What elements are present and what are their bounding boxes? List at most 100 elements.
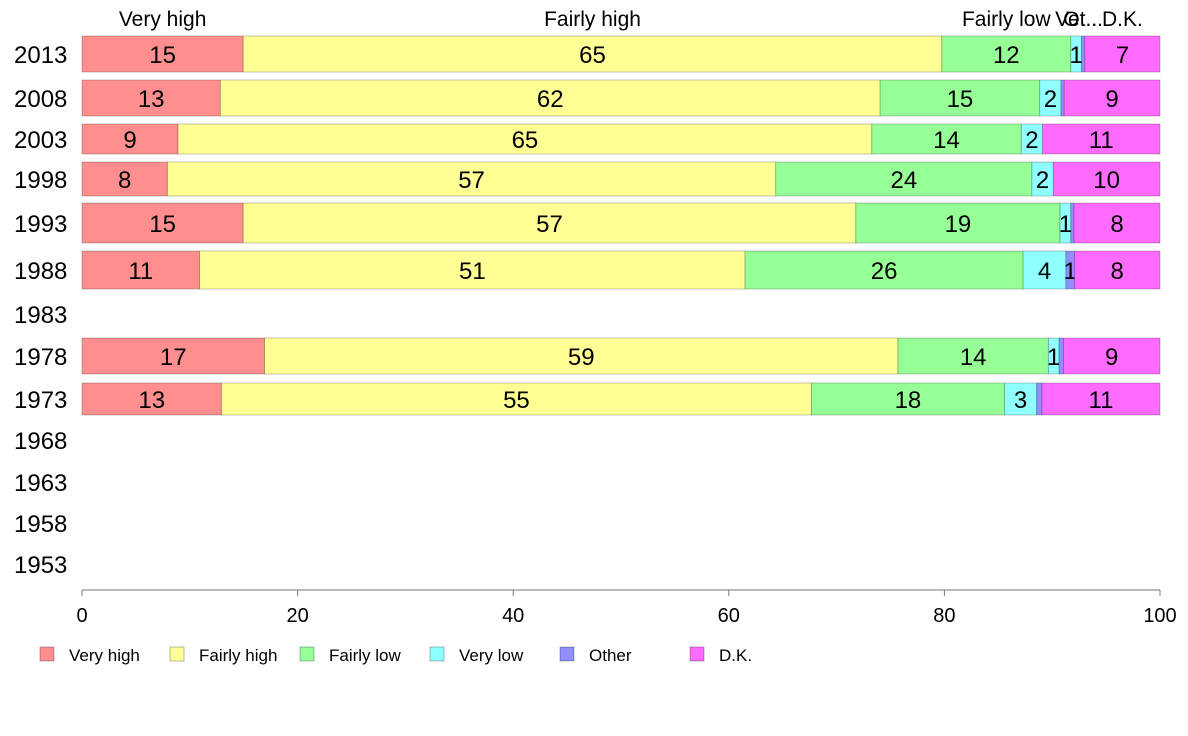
data-label-2008-very-low: 2	[1044, 86, 1057, 113]
data-label-2008-fairly-low: 15	[947, 86, 974, 113]
data-label-1998-fairly-high: 57	[458, 167, 485, 194]
data-label-2013-fairly-low: 12	[993, 42, 1020, 69]
legend-swatch-very-high	[39, 646, 55, 662]
bar-segment-2003-d-k-	[1042, 123, 1161, 155]
data-label-1988-d-k-: 8	[1111, 258, 1124, 285]
bar-segment-1998-very-high	[81, 161, 168, 197]
data-label-2013-fairly-high: 65	[579, 42, 606, 69]
bar-segment-1998-d-k-	[1052, 161, 1161, 197]
bar-segment-1993-fairly-low	[855, 202, 1061, 244]
year-label-2013: 2013	[14, 42, 67, 69]
data-label-1973-very-low: 3	[1014, 387, 1027, 414]
year-label-1958: 1958	[14, 511, 67, 538]
bar-segment-2013-fairly-low	[941, 35, 1072, 73]
bar-segment-1973-d-k-	[1041, 382, 1161, 416]
bar-segment-1988-very-high	[81, 250, 201, 290]
top-label-very-high: Very high	[119, 8, 207, 31]
data-label-1973-fairly-low: 18	[895, 387, 922, 414]
data-label-1978-very-low: 1	[1047, 344, 1060, 371]
top-label-d-k-: D.K.	[1102, 8, 1143, 31]
bar-segment-1973-other	[1036, 382, 1043, 416]
data-label-1978-fairly-low: 14	[960, 344, 987, 371]
data-label-2008-fairly-high: 62	[537, 86, 564, 113]
data-label-1973-d-k-: 11	[1089, 387, 1114, 414]
legend-label-fairly-high: Fairly high	[199, 646, 277, 665]
data-label-2003-fairly-high: 65	[512, 127, 539, 154]
year-label-1963: 1963	[14, 470, 67, 497]
bar-segment-2008-fairly-high	[219, 79, 881, 117]
x-tick-label-0: 0	[76, 605, 87, 627]
data-label-2003-fairly-low: 14	[933, 127, 960, 154]
data-label-1988-fairly-high: 51	[459, 258, 486, 285]
year-label-1998: 1998	[14, 167, 67, 194]
data-label-1978-very-high: 17	[160, 344, 187, 371]
year-label-1988: 1988	[14, 258, 67, 285]
bar-segment-1998-fairly-low	[775, 161, 1033, 197]
bar-segment-2003-very-high	[81, 123, 179, 155]
year-label-2008: 2008	[14, 86, 67, 113]
x-tick-label-20: 20	[286, 605, 308, 627]
data-label-2013-d-k-: 7	[1116, 42, 1129, 69]
bar-segment-1973-very-low	[1004, 382, 1038, 416]
bar-segment-2008-very-high	[81, 79, 221, 117]
bar-segment-1973-fairly-low	[810, 382, 1005, 416]
data-label-1973-fairly-high: 55	[503, 387, 530, 414]
data-label-1998-very-high: 8	[118, 167, 131, 194]
data-label-2003-very-low: 2	[1025, 127, 1038, 154]
data-label-1978-d-k-: 9	[1105, 344, 1118, 371]
legend-label-very-high: Very high	[69, 646, 140, 665]
data-label-1998-very-low: 2	[1036, 167, 1049, 194]
x-tick-label-80: 80	[933, 605, 955, 627]
data-label-1993-fairly-high: 57	[536, 211, 563, 238]
bar-segment-1993-fairly-high	[242, 202, 857, 244]
data-label-1998-fairly-low: 24	[890, 167, 917, 194]
legend-swatch-other	[559, 646, 575, 662]
year-label-1973: 1973	[14, 387, 67, 414]
bar-segment-2013-fairly-high	[242, 35, 943, 73]
bar-segment-1993-other	[1070, 202, 1075, 244]
bar-segment-2013-d-k-	[1084, 35, 1161, 73]
legend-swatch-d-k-	[689, 646, 705, 662]
x-tick-label-40: 40	[502, 605, 524, 627]
data-label-1973-very-high: 13	[138, 387, 165, 414]
data-label-2003-very-high: 9	[123, 127, 136, 154]
data-label-1988-other: 1	[1063, 258, 1076, 285]
bar-segment-2013-other	[1081, 35, 1086, 73]
bar-segment-1978-fairly-high	[264, 337, 899, 375]
data-label-1993-very-low: 1	[1059, 211, 1072, 238]
data-label-2013-very-high: 15	[149, 42, 176, 69]
bar-segment-1993-d-k-	[1073, 202, 1161, 244]
legend-label-very-low: Very low	[459, 646, 524, 665]
bar-segment-1988-fairly-low	[744, 250, 1024, 290]
bar-segment-2008-d-k-	[1063, 79, 1161, 117]
legend-swatch-fairly-low	[299, 646, 315, 662]
year-label-1978: 1978	[14, 344, 67, 371]
bar-segment-1998-fairly-high	[166, 161, 777, 197]
data-label-1988-fairly-low: 26	[871, 258, 898, 285]
year-label-2003: 2003	[14, 127, 67, 154]
bar-segment-2003-fairly-high	[177, 123, 873, 155]
data-label-2008-d-k-: 9	[1105, 86, 1118, 113]
data-label-2013-very-low: 1	[1069, 42, 1082, 69]
top-label-fairly-low: Fairly low	[962, 8, 1052, 31]
data-label-1993-d-k-: 8	[1110, 211, 1123, 238]
bar-segment-2003-fairly-low	[871, 123, 1022, 155]
data-label-1998-d-k-: 10	[1093, 167, 1120, 194]
bar-segment-2008-fairly-low	[879, 79, 1041, 117]
top-label-other: Ot...	[1063, 8, 1103, 31]
year-label-1968: 1968	[14, 428, 67, 455]
bar-segment-2013-very-high	[81, 35, 244, 73]
data-label-1988-very-low: 4	[1038, 258, 1051, 285]
data-label-1978-fairly-high: 59	[568, 344, 595, 371]
data-label-2003-d-k-: 11	[1089, 127, 1114, 154]
legend-swatch-very-low	[429, 646, 445, 662]
bar-segment-1978-fairly-low	[897, 337, 1049, 375]
x-tick-label-100: 100	[1143, 605, 1176, 627]
year-label-1953: 1953	[14, 552, 67, 579]
data-label-1993-fairly-low: 19	[945, 211, 972, 238]
bar-segment-1988-very-low	[1022, 250, 1067, 290]
data-label-2008-very-high: 13	[138, 86, 165, 113]
bar-segment-1988-d-k-	[1074, 250, 1161, 290]
data-label-1993-very-high: 15	[149, 211, 176, 238]
data-label-1988-very-high: 11	[128, 258, 153, 285]
